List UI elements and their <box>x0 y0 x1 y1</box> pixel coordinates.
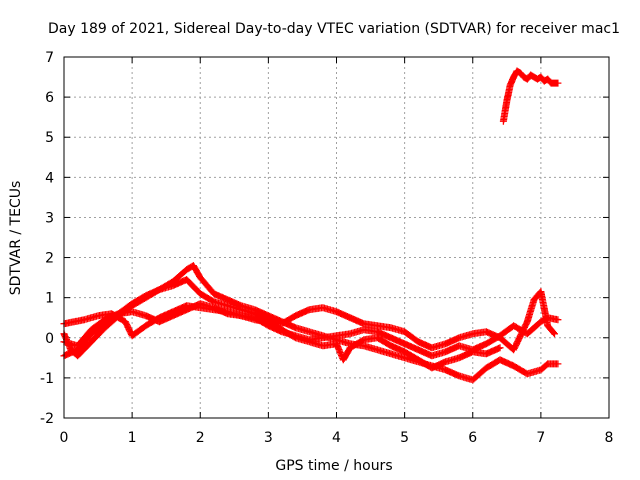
tick-layer: 0 1 2 3 4 5 6 7 8 -2 -1 0 1 2 3 4 5 6 7 <box>40 50 613 446</box>
y-tick-label: 5 <box>45 130 54 146</box>
y-tick-label: -1 <box>40 371 54 387</box>
x-tick-label: 1 <box>128 430 137 446</box>
y-tick-label: -2 <box>40 411 54 427</box>
y-tick-label: 1 <box>45 291 54 307</box>
grid-layer <box>64 57 609 418</box>
x-tick-label: 5 <box>400 430 409 446</box>
plot-frame <box>63 56 610 419</box>
x-tick-label: 8 <box>605 430 614 446</box>
y-tick-label: 0 <box>45 331 54 347</box>
series-trace-e <box>499 67 562 125</box>
x-tick-label: 6 <box>468 430 477 446</box>
x-axis-label: GPS time / hours <box>275 458 392 474</box>
chart-title: Day 189 of 2021, Sidereal Day-to-day VTE… <box>48 21 620 37</box>
y-tick-label: 2 <box>45 251 54 267</box>
x-tick-label: 7 <box>536 430 545 446</box>
x-tick-label: 4 <box>332 430 341 446</box>
x-tick-label: 0 <box>60 430 69 446</box>
y-tick-label: 4 <box>45 170 54 186</box>
y-tick-label: 6 <box>45 90 54 106</box>
y-tick-label: 7 <box>45 50 54 66</box>
x-tick-label: 2 <box>196 430 205 446</box>
y-tick-label: 3 <box>45 210 54 226</box>
series-markers <box>499 67 562 125</box>
y-axis-label: SDTVAR / TECUs <box>8 181 24 296</box>
x-tick-label: 3 <box>264 430 273 446</box>
